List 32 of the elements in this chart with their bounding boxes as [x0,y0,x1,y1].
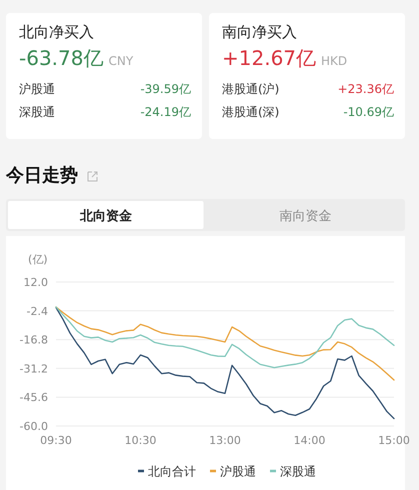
text: 深股通 [19,105,55,119]
y-tick-label: -2.4 [26,304,48,318]
text: 沪股通 [19,82,55,96]
y-tick-label: 12.0 [24,276,48,289]
legend-label: 北向合计 [148,464,196,478]
text: +12.67亿 [222,46,316,70]
y-tick-label: -16.8 [20,334,48,347]
text: 港股通(深) [222,105,280,119]
text: HKD [321,54,348,68]
y-tick-label: -60.0 [20,420,48,433]
x-tick-label: 15:00 [378,434,410,447]
text: -10.69亿 [343,105,394,119]
y-tick-label: -45.6 [20,391,48,404]
text: -24.19亿 [140,105,191,119]
text: 港股通(沪) [222,82,280,96]
text: -39.59亿 [140,82,191,96]
y-axis-title: (亿) [28,253,48,266]
text: 南向净买入 [222,23,297,41]
text: +23.36亿 [338,82,394,96]
text: CNY [108,54,134,68]
x-tick-label: 14:00 [294,434,326,447]
x-tick-label: 10:30 [124,434,156,447]
x-tick-label: 09:30 [40,434,72,447]
chart-title: 今日走势 [5,165,78,186]
text: 北向净买入 [19,23,94,41]
text: 南向资金 [279,209,332,224]
text: 北向资金 [78,209,133,224]
y-tick-label: -31.2 [20,362,48,376]
text: -63.78亿 [19,46,104,70]
x-tick-label: 13:00 [209,434,241,447]
legend-label: 沪股通 [220,464,256,478]
legend-label: 深股通 [280,464,316,478]
